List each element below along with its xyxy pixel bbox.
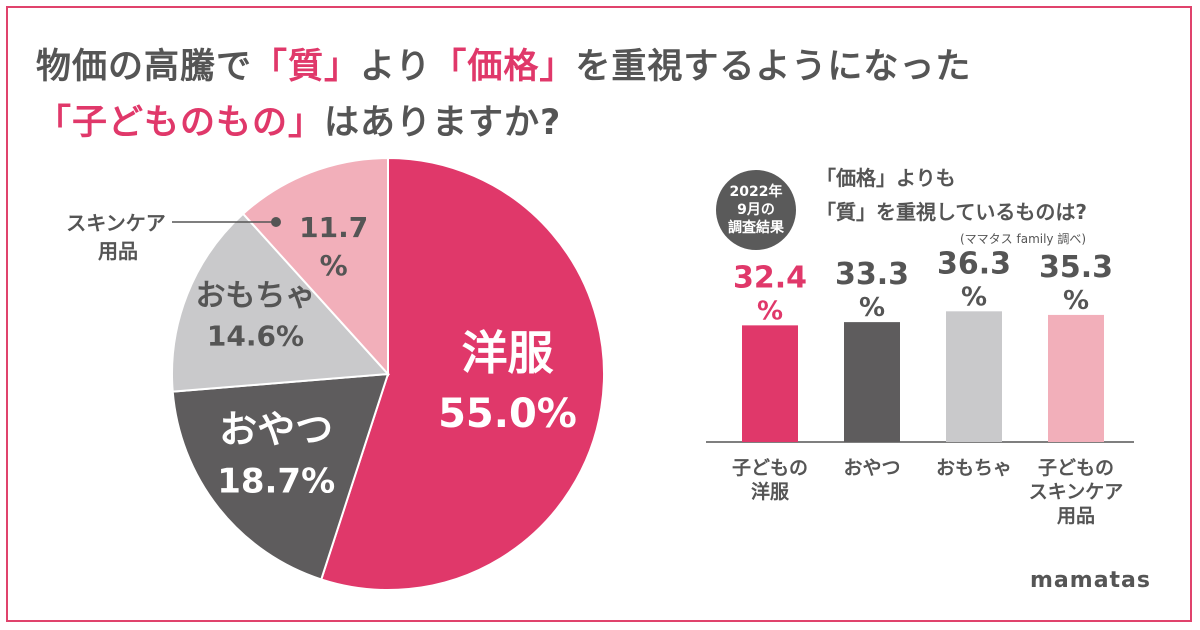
badge-line-2: 9月の — [737, 202, 775, 218]
pie-value-label-1: 18.7% — [217, 461, 335, 501]
pie-value-label-3: 11.7 — [299, 211, 368, 244]
pie-slice-1 — [171, 372, 390, 581]
pie-value-label-2: 14.6% — [207, 320, 304, 353]
mamatas-logo: mamatas — [1030, 568, 1151, 593]
chart-title-line-2: 「子どものもの」はありますか? — [36, 94, 561, 145]
chart-title-line-1: 物価の高騰で「質」より「価格」を重視するようになった — [36, 38, 971, 89]
pie-value-label-0: 55.0% — [438, 391, 577, 437]
title-text-1: 物価の高騰で — [36, 47, 253, 87]
pie-callout-dot — [271, 217, 281, 227]
bar-category-label-2-1: おもちゃ — [936, 457, 1012, 479]
bar-category-label-0-1: 子どもの — [732, 457, 808, 479]
title-text-3: を重視するようになった — [575, 47, 972, 87]
bar-value-label-2: 36.3 — [937, 246, 1011, 281]
title-accent-kids: 「子どものもの」 — [36, 103, 325, 143]
bar-value-label-0: 32.4 — [733, 260, 807, 295]
pie-slice-0 — [319, 156, 605, 591]
bar-chart-title-line-2: 「質」を重視しているものは? — [816, 200, 1088, 224]
bar-category-label-3-3: 用品 — [1057, 505, 1095, 527]
bar-value-label-1: 33.3 — [835, 257, 909, 292]
pie-callout-label-line-2: 用品 — [98, 239, 138, 263]
bar-unit-label-0: % — [757, 296, 783, 326]
title-accent-price: 「価格」 — [431, 47, 576, 87]
pie-callout-label-line-1: スキンケア — [66, 211, 165, 235]
card-frame — [6, 6, 1192, 622]
survey-date-badge: 2022年 9月の 調査結果 — [716, 170, 796, 250]
title-text-4: はありますか? — [324, 103, 562, 143]
bar-3 — [1048, 314, 1104, 442]
bar-0 — [742, 325, 798, 442]
pie-category-label-1: おやつ — [219, 407, 333, 451]
pie-percent-label-3: % — [320, 249, 348, 282]
pie-category-label-0: 洋服 — [461, 326, 553, 380]
bar-2 — [946, 311, 1002, 442]
badge-line-3: 調査結果 — [728, 220, 784, 236]
bar-unit-label-3: % — [1063, 286, 1089, 316]
bar-chart-title-line-1: 「価格」よりも — [816, 166, 956, 190]
pie-category-label-2: おもちゃ — [195, 279, 315, 314]
bar-category-label-1-1: おやつ — [843, 457, 900, 479]
bar-unit-label-2: % — [961, 282, 987, 312]
source-note: (ママタス family 調べ) — [960, 232, 1087, 246]
badge-line-1: 2022年 — [729, 184, 783, 200]
title-accent-quality: 「質」 — [252, 47, 361, 87]
bar-category-label-3-2: スキンケア — [1029, 481, 1123, 503]
title-text-2: より — [360, 47, 432, 87]
bar-category-label-0-2: 洋服 — [751, 480, 790, 503]
pie-slice-3 — [241, 156, 389, 377]
bar-unit-label-1: % — [859, 293, 885, 323]
bar-1 — [844, 322, 900, 442]
bar-category-label-3-1: 子どもの — [1038, 457, 1114, 479]
bar-value-label-3: 35.3 — [1039, 250, 1113, 285]
pie-slice-2 — [171, 212, 391, 393]
